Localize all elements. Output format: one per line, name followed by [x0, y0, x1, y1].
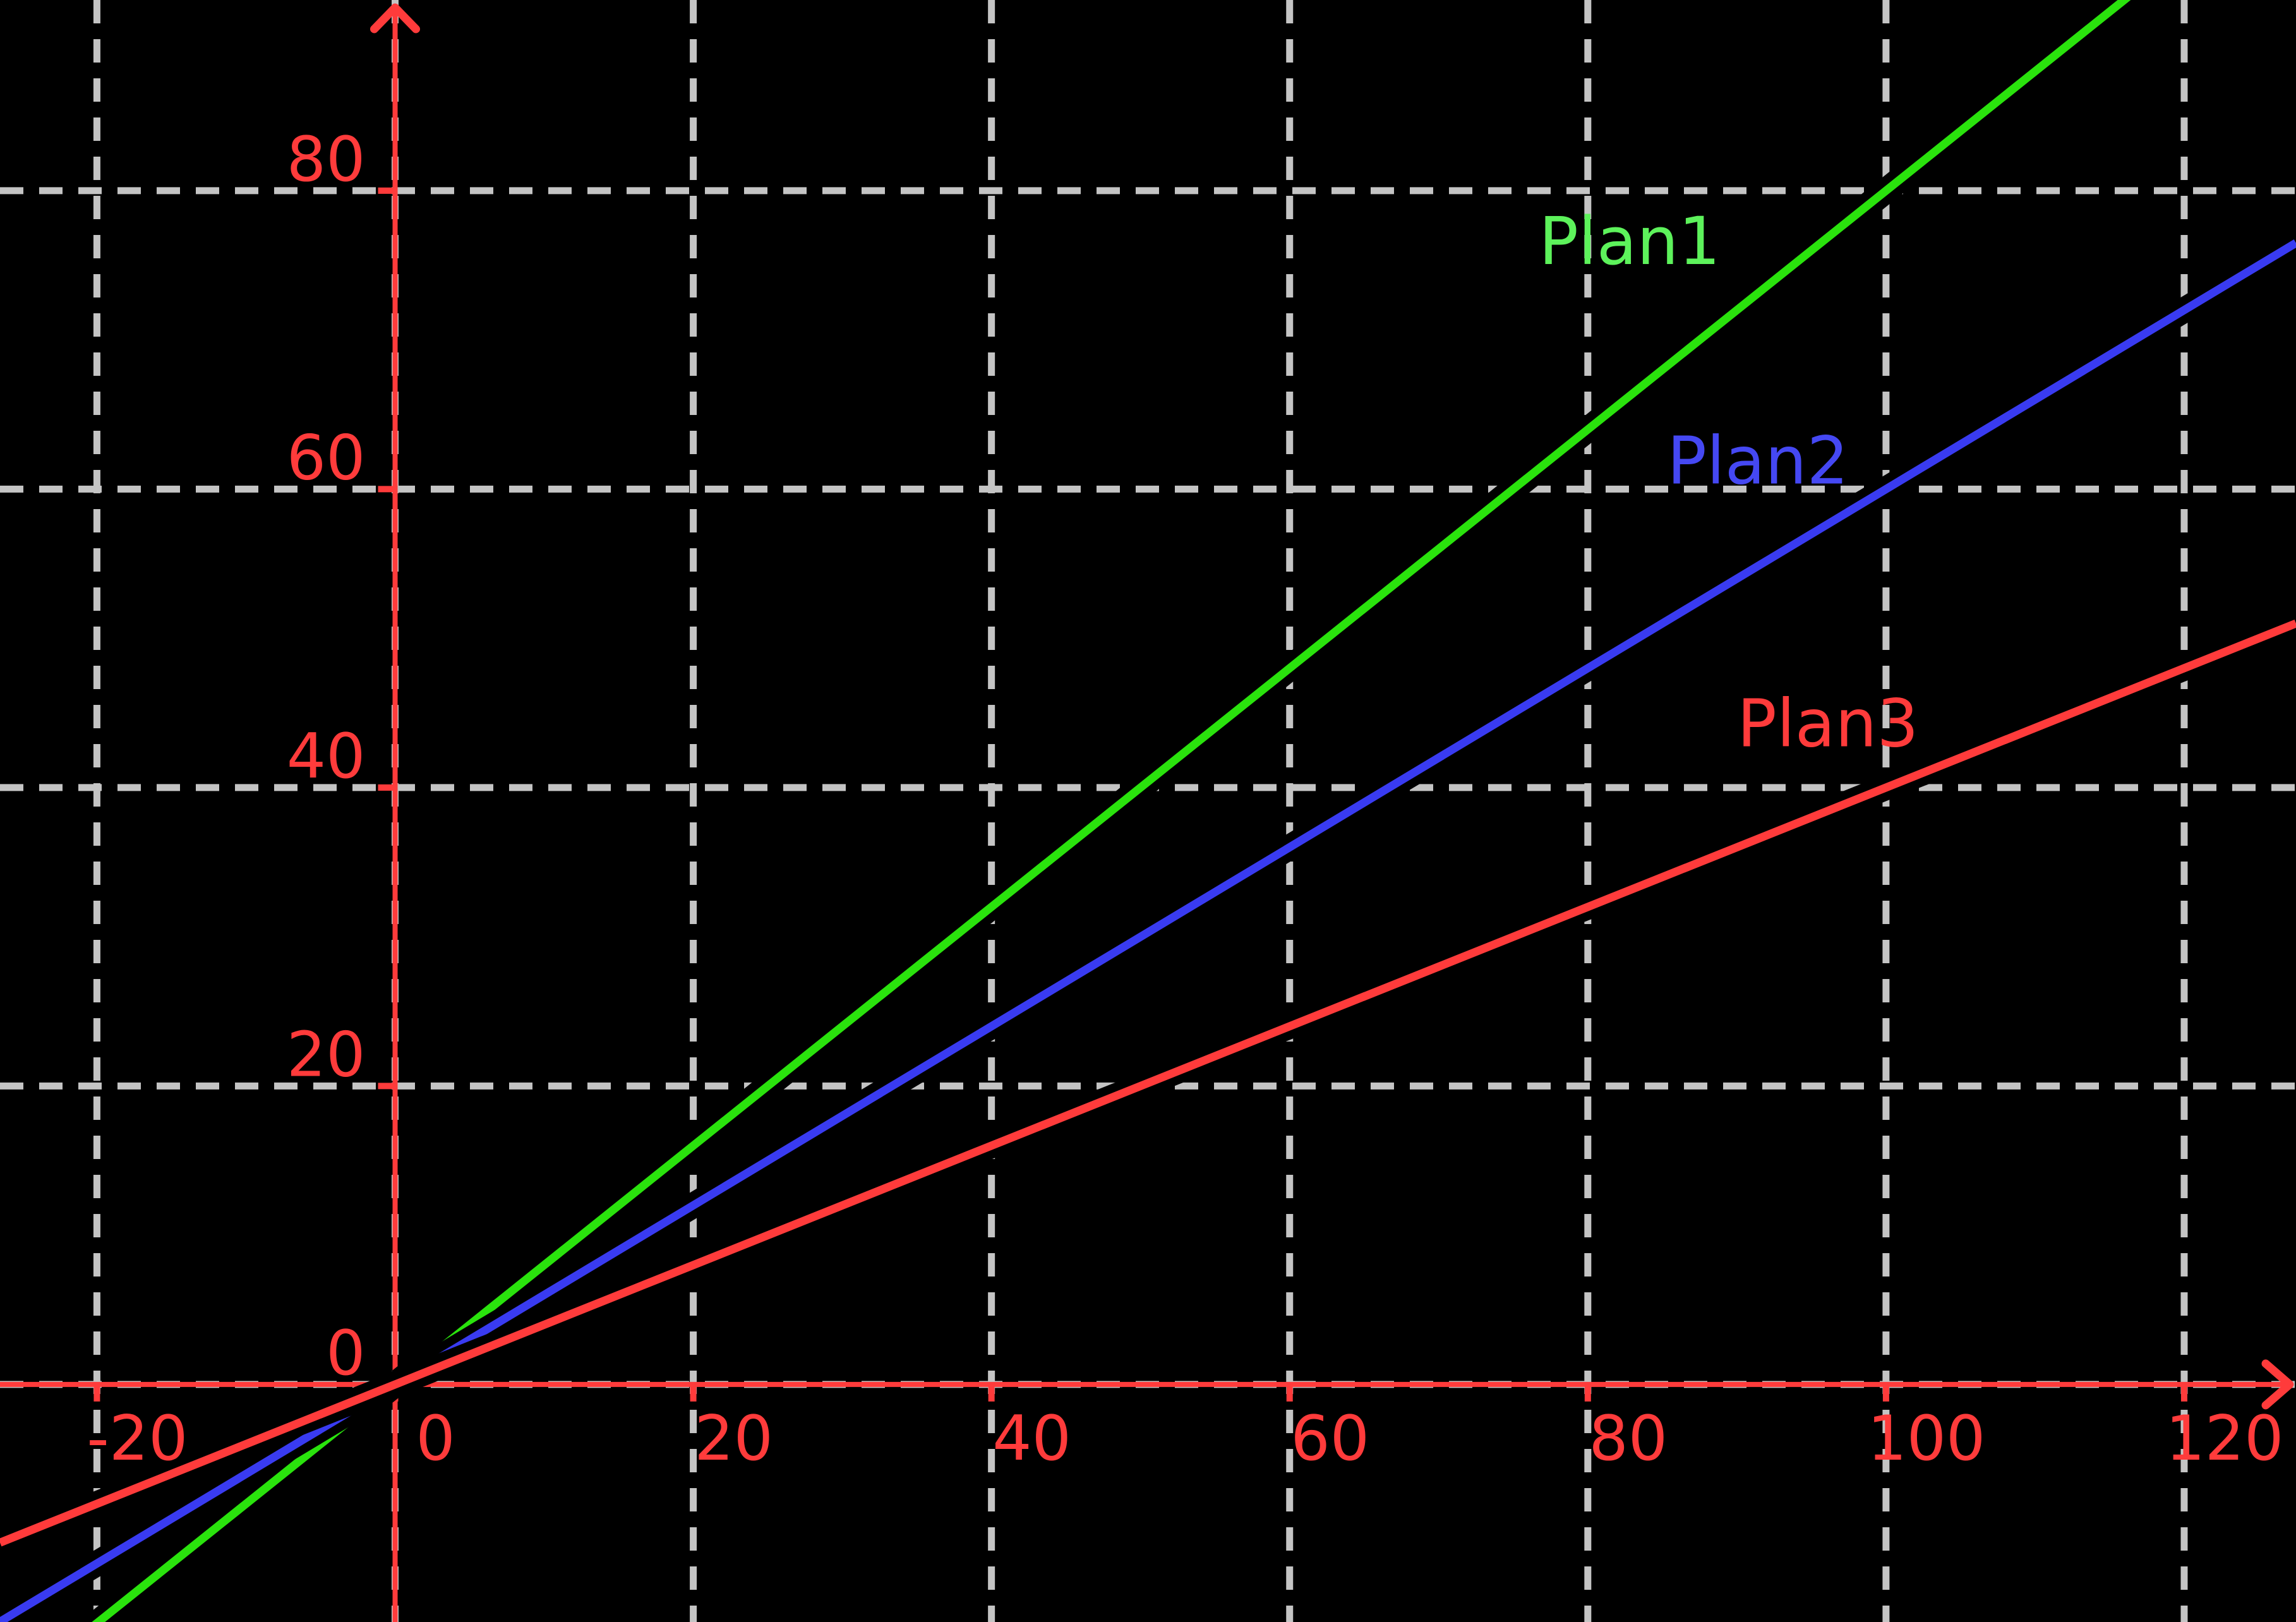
y-tick-label: 0: [326, 1318, 365, 1390]
x-tick-label: 120: [2165, 1403, 2283, 1475]
y-tick-label: 20: [287, 1019, 366, 1091]
x-tick-label: 100: [1867, 1403, 1985, 1475]
y-tick-label: 80: [287, 124, 366, 196]
x-tick-label: 80: [1589, 1403, 1668, 1475]
y-tick-label: 40: [287, 721, 366, 793]
x-tick-label: 20: [694, 1403, 773, 1475]
series-label-plan1: Plan1: [1539, 203, 1720, 280]
y-tick-label: 60: [287, 422, 366, 494]
x-tick-label: 0: [416, 1403, 455, 1475]
x-tick-label: 40: [992, 1403, 1071, 1475]
series-line-plan3: [0, 620, 2296, 1547]
x-tick-label: 60: [1290, 1403, 1369, 1475]
series-label-plan3: Plan3: [1737, 685, 1918, 762]
x-axis-arrow-icon: [2261, 1359, 2294, 1410]
y-axis-arrow-icon: [370, 3, 421, 33]
series-label-plan2: Plan2: [1667, 423, 1848, 500]
